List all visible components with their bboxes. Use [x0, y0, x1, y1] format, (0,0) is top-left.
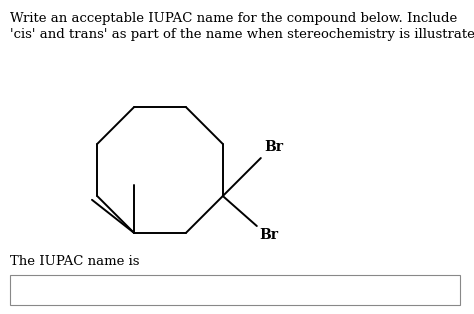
FancyBboxPatch shape	[10, 275, 460, 305]
Text: 'cis' and trans' as part of the name when stereochemistry is illustrated.: 'cis' and trans' as part of the name whe…	[10, 28, 474, 41]
Text: Br: Br	[264, 140, 283, 154]
Text: Write an acceptable IUPAC name for the compound below. Include: Write an acceptable IUPAC name for the c…	[10, 12, 457, 25]
Text: The IUPAC name is: The IUPAC name is	[10, 255, 139, 268]
Text: Br: Br	[259, 228, 278, 242]
